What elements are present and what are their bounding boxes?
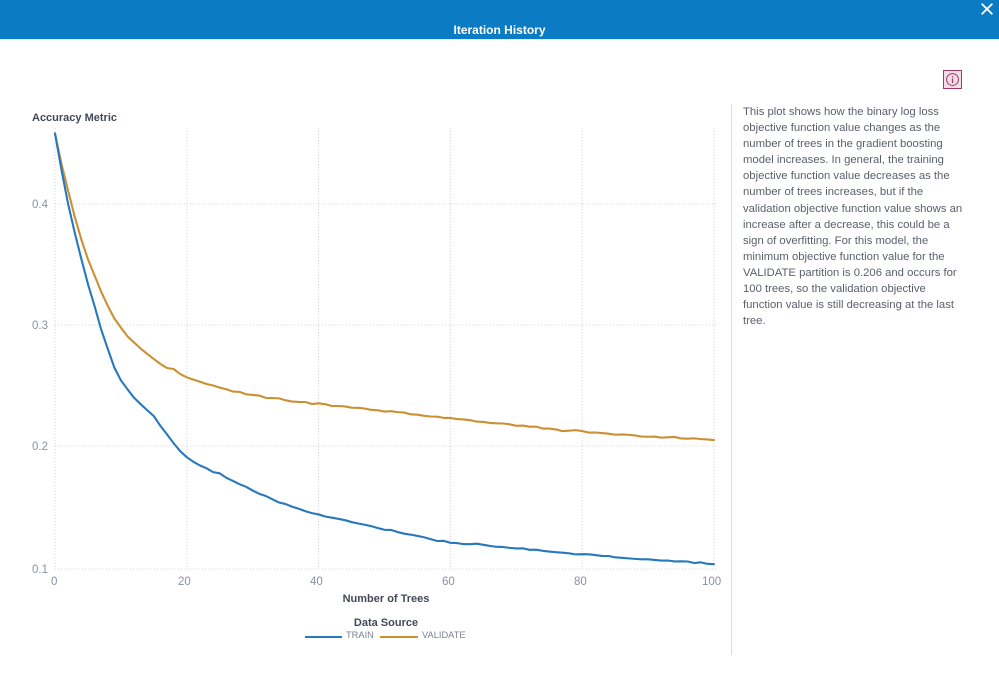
svg-text:80: 80	[574, 576, 587, 588]
svg-text:0.2: 0.2	[32, 441, 48, 453]
svg-text:40: 40	[310, 576, 323, 588]
svg-text:0.3: 0.3	[32, 320, 48, 332]
svg-text:0: 0	[51, 576, 57, 588]
svg-text:0.4: 0.4	[32, 199, 49, 211]
svg-text:60: 60	[442, 576, 455, 588]
svg-text:0.1: 0.1	[32, 564, 48, 576]
svg-text:20: 20	[178, 576, 191, 588]
svg-text:100: 100	[702, 576, 721, 588]
